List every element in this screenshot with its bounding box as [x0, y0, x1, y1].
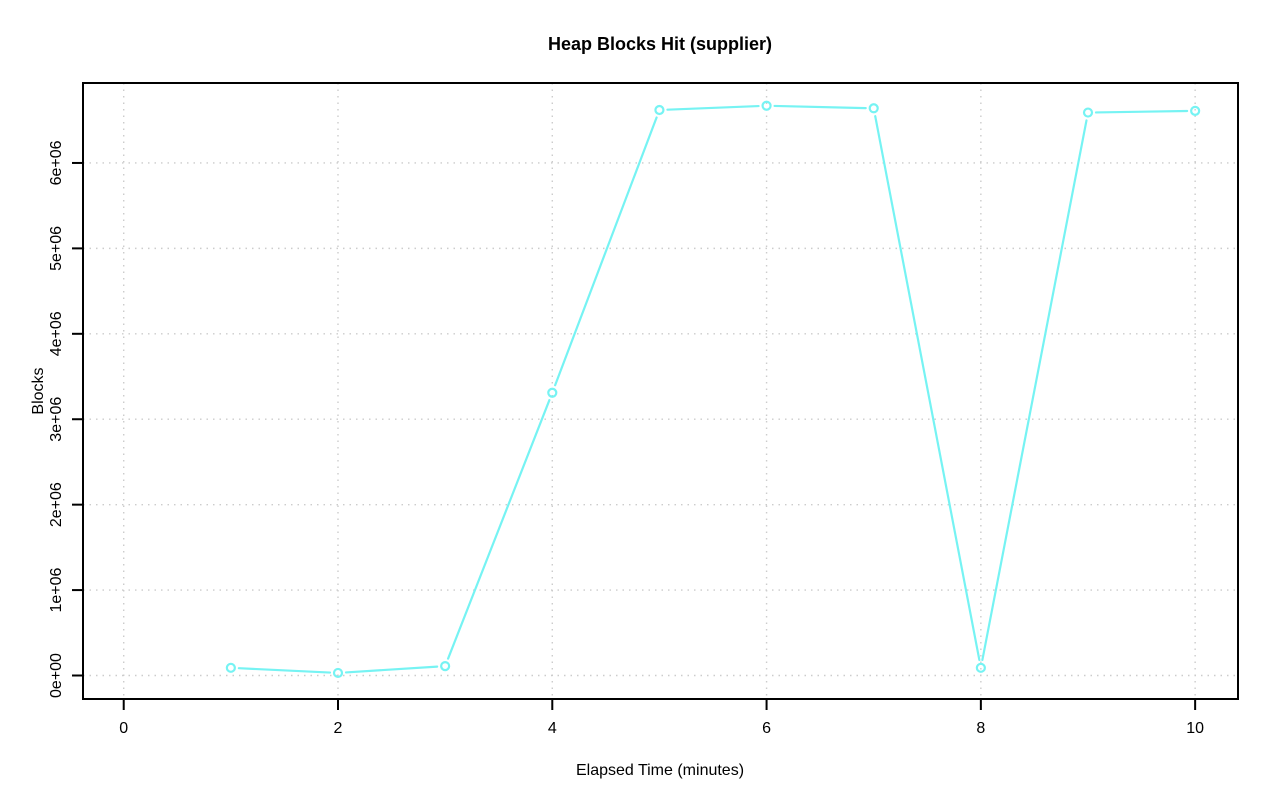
plot-border — [82, 82, 1239, 700]
chart-title: Heap Blocks Hit (supplier) — [548, 34, 772, 54]
data-point — [868, 103, 879, 114]
x-tick-label: 4 — [548, 720, 557, 737]
data-points — [225, 100, 1201, 679]
data-point — [975, 662, 986, 673]
y-tick-label: 1e+06 — [48, 568, 65, 613]
y-axis-label: Blocks — [30, 367, 47, 414]
data-line — [237, 104, 1189, 674]
y-axis: 0e+00 1e+06 2e+06 3e+06 4e+06 5e+06 6e+06 — [48, 140, 83, 698]
y-tick-label: 5e+06 — [48, 226, 65, 271]
line-segment — [344, 665, 439, 674]
data-point — [654, 104, 665, 116]
line-segment — [874, 115, 981, 662]
data-point — [761, 100, 772, 111]
x-tick-label: 0 — [119, 720, 128, 737]
line-segment — [237, 667, 332, 674]
x-tick-label: 2 — [334, 720, 343, 737]
data-point — [1190, 105, 1201, 116]
data-point — [547, 387, 558, 398]
data-point — [225, 662, 236, 673]
y-tick-label: 0e+00 — [48, 653, 65, 698]
x-tick-label: 10 — [1186, 720, 1204, 737]
data-point — [1082, 107, 1094, 118]
line-segment — [554, 116, 658, 387]
data-point — [440, 661, 451, 672]
y-tick-label: 6e+06 — [48, 140, 65, 185]
y-tick-label: 3e+06 — [48, 397, 65, 442]
x-tick-label: 6 — [762, 720, 771, 737]
line-segment — [773, 104, 867, 110]
x-axis: 0 2 4 6 8 10 — [119, 699, 1204, 737]
line-segment — [981, 119, 1088, 662]
x-axis-label: Elapsed Time (minutes) — [576, 762, 744, 779]
y-tick-label: 2e+06 — [48, 482, 65, 527]
line-segment — [1094, 109, 1189, 114]
x-tick-label: 8 — [976, 720, 985, 737]
gridlines — [83, 83, 1238, 699]
line-segment — [446, 399, 551, 660]
line-segment — [666, 104, 760, 111]
y-tick-label: 4e+06 — [48, 311, 65, 356]
data-point — [332, 667, 344, 679]
